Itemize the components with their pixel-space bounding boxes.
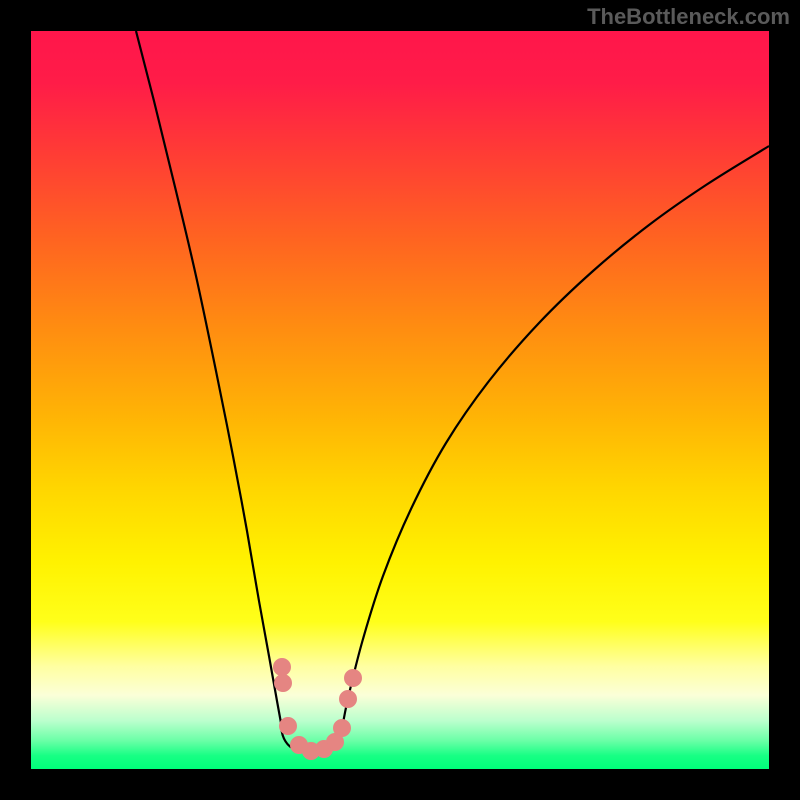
data-marker (334, 720, 351, 737)
chart-frame: TheBottleneck.com (0, 0, 800, 800)
data-marker (274, 659, 291, 676)
data-marker (340, 691, 357, 708)
plot-area (31, 31, 769, 769)
watermark-text: TheBottleneck.com (587, 4, 790, 30)
data-marker (275, 675, 292, 692)
gradient-background (31, 31, 769, 769)
data-marker (345, 670, 362, 687)
data-marker (280, 718, 297, 735)
plot-svg (31, 31, 769, 769)
